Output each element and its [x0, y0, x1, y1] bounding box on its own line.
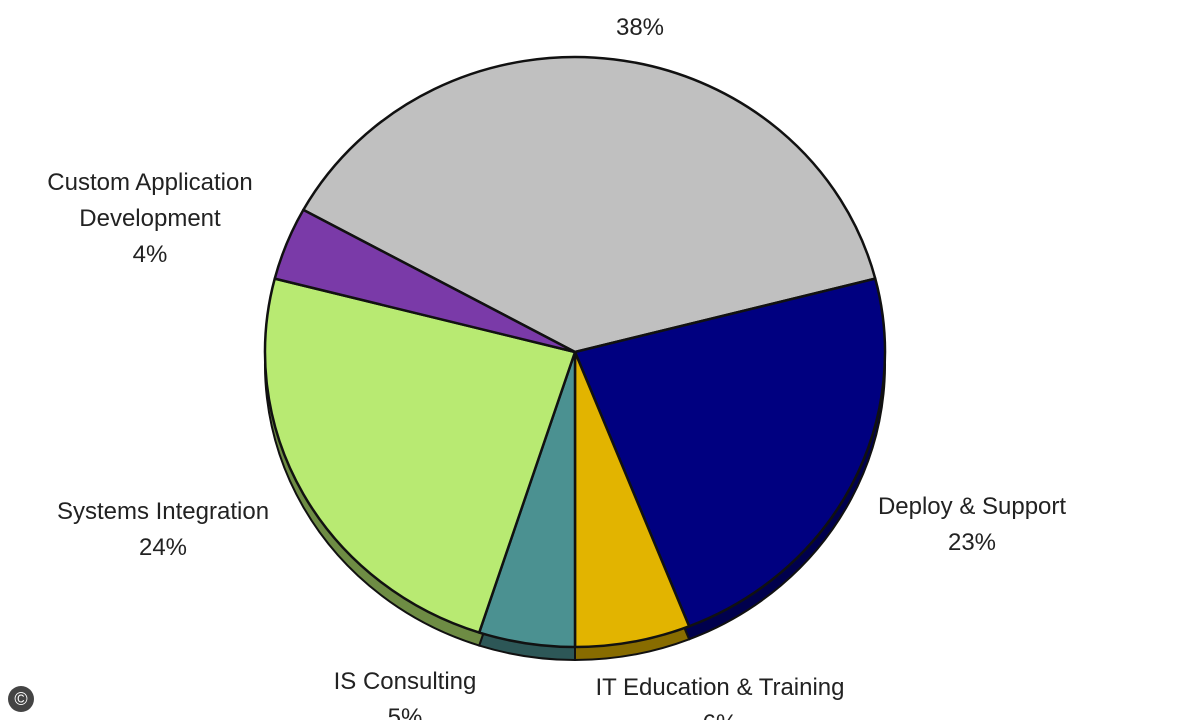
slice-label: Custom Application Development: [47, 169, 253, 232]
slice-label: Deploy & Support: [877, 493, 1067, 520]
slice: [302, 55, 877, 354]
slice-label: IS Consulting: [333, 668, 477, 695]
slice: [273, 208, 577, 354]
slice: [263, 277, 577, 634]
slice-value-label: 4%: [132, 241, 168, 268]
copyright-badge: ©: [8, 686, 34, 712]
slice: [573, 277, 887, 628]
slice-value-label: 38%: [615, 14, 665, 41]
slice-label: Systems Integration: [56, 498, 270, 525]
slice-value-label: 23%: [947, 529, 997, 556]
slice-value-label: 24%: [138, 534, 188, 561]
slice-value-label: 6%: [703, 706, 738, 720]
slice-value-label: 5%: [387, 704, 423, 720]
slice-label: IT Education & Training: [595, 674, 845, 701]
